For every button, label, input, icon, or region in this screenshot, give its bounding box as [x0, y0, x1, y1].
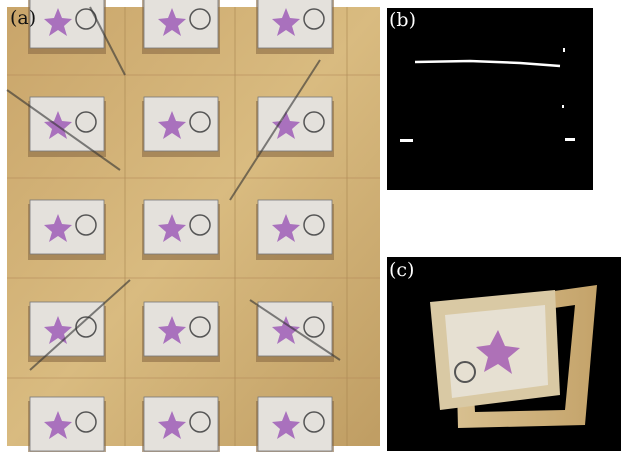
page: (a) (b) (c) (() => { const data = JSON.p…: [0, 0, 624, 452]
panel-label: (c): [389, 259, 414, 281]
panel-b: (b): [387, 8, 593, 190]
detected-spot: [563, 48, 565, 52]
binary-image: [387, 8, 593, 190]
box-top: [30, 0, 104, 48]
panel-label: (a): [10, 7, 36, 29]
panel-a: (a): [7, 0, 380, 452]
panel-c: (c): [387, 257, 621, 451]
panel-label: (b): [389, 9, 416, 31]
detected-spot: [565, 138, 575, 141]
figure: (a) (b) (c): [0, 0, 624, 452]
detected-spot: [400, 139, 413, 142]
box-top: [144, 0, 218, 48]
detected-spot: [562, 105, 564, 108]
box-top: [258, 0, 332, 48]
